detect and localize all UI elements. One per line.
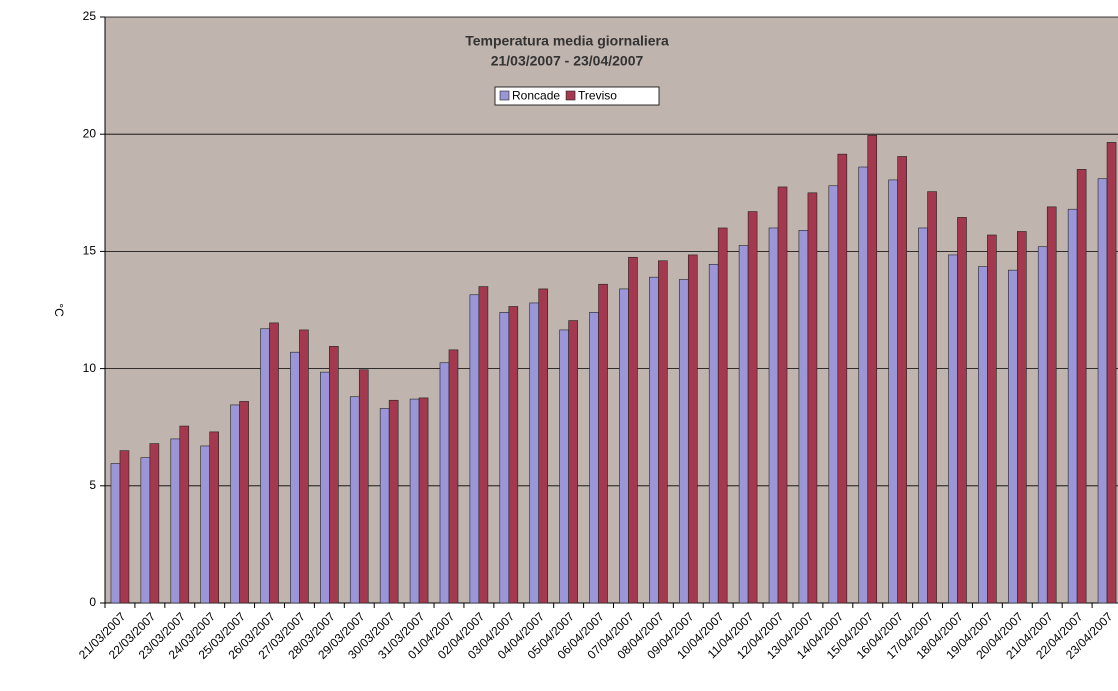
bar: [269, 322, 279, 604]
bar: [388, 399, 399, 604]
bar: [559, 329, 569, 604]
bar: [738, 245, 749, 604]
bar: [1097, 178, 1108, 604]
bar: [658, 260, 668, 604]
bar: [747, 211, 758, 604]
bar: [628, 256, 638, 604]
bar: [239, 401, 249, 604]
bar: [230, 404, 240, 604]
bar: [649, 276, 659, 604]
bar: [987, 234, 997, 604]
bar: [1046, 206, 1057, 604]
bar: [478, 286, 489, 604]
bar: [299, 329, 309, 604]
bar: [320, 371, 330, 604]
bar: [469, 294, 480, 604]
bar: [379, 408, 390, 604]
bar: [140, 457, 151, 604]
bar: [837, 153, 848, 604]
bar: [418, 397, 429, 604]
y-tick-label: 10: [83, 361, 97, 375]
bar: [110, 463, 121, 604]
y-tick-label: 0: [89, 595, 96, 609]
bar: [768, 227, 779, 604]
legend-box: [494, 86, 660, 106]
y-tick-label: 15: [83, 244, 97, 258]
bar: [918, 227, 928, 604]
bar: [867, 135, 878, 604]
bar: [598, 283, 608, 604]
bar: [828, 185, 839, 604]
bar: [529, 302, 540, 604]
legend-label: Treviso: [578, 89, 617, 103]
chart-title: Temperatura media giornaliera: [465, 33, 669, 49]
bar: [927, 191, 937, 604]
bar: [439, 362, 450, 604]
bar: [858, 166, 869, 604]
y-tick-label: 20: [83, 126, 97, 140]
bar: [589, 312, 599, 604]
bar: [957, 217, 967, 604]
bar: [1076, 169, 1087, 604]
bar: [1037, 246, 1048, 604]
bar: [1017, 231, 1027, 604]
bar: [1106, 142, 1117, 604]
bar: [349, 396, 360, 604]
bar: [1067, 208, 1078, 604]
bar: [798, 230, 809, 604]
bar: [358, 369, 369, 604]
bar: [888, 179, 898, 604]
bar: [170, 438, 181, 604]
bar: [717, 227, 728, 604]
bar: [290, 351, 300, 604]
bar: [448, 349, 459, 604]
bar: [200, 445, 210, 604]
bar: [687, 254, 698, 604]
bar: [119, 450, 130, 604]
bar: [260, 328, 270, 604]
bar: [409, 398, 420, 604]
y-tick-label: 5: [89, 478, 96, 492]
bar: [1008, 269, 1018, 604]
legend-swatch: [499, 90, 510, 101]
bar: [329, 346, 339, 604]
bar: [619, 288, 629, 604]
bar: [179, 425, 190, 604]
bar: [508, 306, 519, 604]
bar: [807, 192, 818, 604]
legend-swatch: [565, 90, 576, 101]
bar: [499, 312, 510, 604]
legend-label: Roncade: [512, 89, 560, 103]
bar: [568, 320, 578, 604]
bar: [209, 431, 219, 604]
bar: [948, 254, 958, 604]
bar: [978, 266, 988, 604]
bar: [777, 186, 788, 604]
bar: [678, 279, 689, 604]
chart-subtitle: 21/03/2007 - 23/04/2007: [491, 53, 644, 69]
bar: [708, 263, 719, 604]
y-tick-label: 25: [83, 9, 97, 23]
bar: [897, 156, 907, 604]
bar: [538, 288, 549, 604]
bar: [149, 443, 160, 604]
y-axis-label: °C: [52, 303, 66, 317]
legend: Roncade Treviso: [494, 86, 660, 106]
